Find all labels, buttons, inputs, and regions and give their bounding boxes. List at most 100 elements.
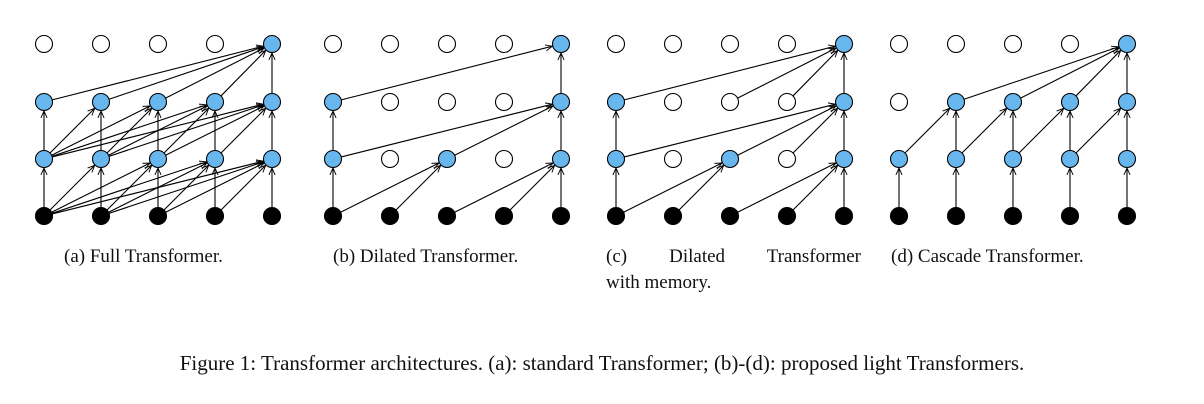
hidden-state-node — [437, 149, 457, 169]
hidden-state-node — [606, 92, 626, 112]
caption-dilated-transformer-memory-line2: with memory. — [606, 272, 712, 293]
empty-state-node — [889, 92, 909, 112]
connection-arrow — [52, 104, 263, 158]
empty-state-node — [663, 149, 683, 169]
input-token-node — [946, 206, 966, 226]
hidden-state-node — [1117, 34, 1137, 54]
connection-arrow — [165, 106, 264, 156]
empty-state-node — [663, 34, 683, 54]
connection-arrow — [961, 108, 1007, 154]
hidden-state-node — [946, 149, 966, 169]
hidden-state-node — [1003, 92, 1023, 112]
hidden-state-node — [1117, 92, 1137, 112]
hidden-state-node — [606, 149, 626, 169]
connection-arrow — [51, 162, 206, 214]
hidden-state-node — [34, 149, 54, 169]
hidden-state-node — [551, 92, 571, 112]
connection-arrow — [454, 163, 553, 213]
empty-state-node — [720, 92, 740, 112]
empty-state-node — [606, 34, 626, 54]
input-token-node — [262, 206, 282, 226]
caption-cascade-transformer: (d) Cascade Transformer. — [891, 246, 1084, 267]
input-token-node — [606, 206, 626, 226]
connection-arrow — [340, 163, 439, 213]
empty-state-node — [777, 34, 797, 54]
connection-arrow — [904, 108, 950, 154]
input-token-node — [1060, 206, 1080, 226]
empty-state-node — [437, 34, 457, 54]
input-token-node — [551, 206, 571, 226]
connection-arrow — [108, 105, 263, 157]
empty-state-node — [34, 34, 54, 54]
hidden-state-node — [551, 149, 571, 169]
hidden-state-node — [262, 149, 282, 169]
caption-full-transformer: (a) Full Transformer. — [64, 246, 223, 267]
empty-state-node — [494, 34, 514, 54]
connection-arrow — [624, 46, 835, 101]
hidden-state-node — [834, 92, 854, 112]
input-token-node — [205, 206, 225, 226]
input-token-node — [323, 206, 343, 226]
empty-state-node — [380, 149, 400, 169]
empty-state-node — [777, 92, 797, 112]
hidden-state-node — [889, 149, 909, 169]
hidden-state-node — [262, 34, 282, 54]
connection-arrow — [49, 108, 95, 154]
input-token-node — [889, 206, 909, 226]
connection-arrow — [737, 48, 836, 99]
connection-arrow — [108, 47, 263, 100]
connection-arrow — [509, 165, 555, 211]
connection-arrow — [963, 47, 1118, 100]
connection-arrow — [341, 46, 552, 101]
input-token-node — [437, 206, 457, 226]
empty-state-node — [494, 92, 514, 112]
connection-arrow — [341, 104, 552, 158]
connection-arrow — [220, 165, 266, 211]
input-token-node — [34, 206, 54, 226]
connection-arrow — [51, 106, 150, 156]
hidden-state-node — [720, 149, 740, 169]
input-token-node — [720, 206, 740, 226]
connection-arrow — [49, 165, 95, 211]
connection-arrow — [792, 108, 838, 154]
input-token-node — [1117, 206, 1137, 226]
connection-arrow — [1020, 48, 1119, 99]
connection-arrow — [454, 106, 553, 156]
hidden-state-node — [834, 34, 854, 54]
caption-dilated-transformer-memory: (c) Dilated Transformer — [606, 246, 861, 267]
connection-arrow — [52, 46, 263, 101]
hidden-state-node — [834, 149, 854, 169]
hidden-state-node — [34, 92, 54, 112]
connection-arrow — [51, 163, 150, 213]
connection-arrow — [624, 104, 835, 158]
connection-arrow — [52, 161, 263, 215]
empty-state-node — [323, 34, 343, 54]
figure-caption: Figure 1: Transformer architectures. (a)… — [179, 351, 1025, 375]
input-token-node — [1003, 206, 1023, 226]
hidden-state-node — [1060, 92, 1080, 112]
connection-arrow — [1075, 108, 1121, 154]
connection-arrow — [1018, 108, 1064, 154]
connection-arrow — [623, 163, 722, 213]
hidden-state-node — [91, 149, 111, 169]
input-token-node — [380, 206, 400, 226]
hidden-state-node — [1117, 149, 1137, 169]
hidden-state-node — [91, 92, 111, 112]
hidden-state-node — [551, 34, 571, 54]
empty-state-node — [777, 149, 797, 169]
connection-arrow — [395, 165, 441, 211]
empty-state-node — [91, 34, 111, 54]
hidden-state-node — [946, 92, 966, 112]
input-token-node — [494, 206, 514, 226]
input-token-node — [834, 206, 854, 226]
empty-state-node — [663, 92, 683, 112]
connection-arrow — [220, 50, 266, 97]
connection-arrow — [165, 163, 264, 213]
hidden-state-node — [1003, 149, 1023, 169]
connection-arrow — [165, 48, 264, 99]
empty-state-node — [1060, 34, 1080, 54]
connection-arrow — [737, 106, 836, 156]
hidden-state-node — [323, 149, 343, 169]
input-token-node — [91, 206, 111, 226]
